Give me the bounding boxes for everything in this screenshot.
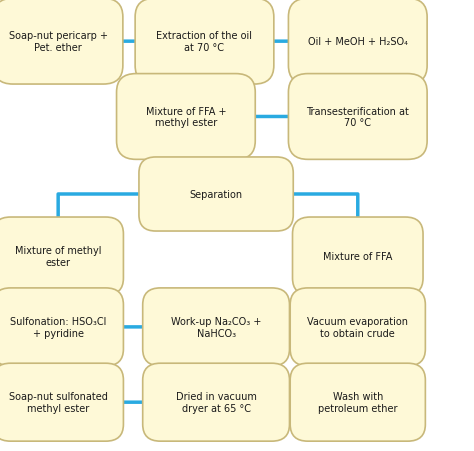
Text: Separation: Separation [190,189,243,199]
Text: Extraction of the oil
at 70 °C: Extraction of the oil at 70 °C [156,31,253,53]
Text: Transesterification at
70 °C: Transesterification at 70 °C [306,106,409,128]
Text: Mixture of methyl
ester: Mixture of methyl ester [15,246,101,267]
Text: Wash with
petroleum ether: Wash with petroleum ether [318,391,398,413]
Text: Mixture of FFA +
methyl ester: Mixture of FFA + methyl ester [146,106,226,128]
FancyBboxPatch shape [288,74,427,160]
Text: Vacuum evaporation
to obtain crude: Vacuum evaporation to obtain crude [307,317,408,338]
Text: Dried in vacuum
dryer at 65 °C: Dried in vacuum dryer at 65 °C [176,391,256,413]
FancyBboxPatch shape [143,364,290,441]
FancyBboxPatch shape [143,288,290,366]
FancyBboxPatch shape [0,364,123,441]
FancyBboxPatch shape [0,288,123,366]
Text: Work-up Na₂CO₃ +
NaHCO₃: Work-up Na₂CO₃ + NaHCO₃ [171,317,261,338]
Text: Sulfonation: HSO₃Cl
+ pyridine: Sulfonation: HSO₃Cl + pyridine [10,317,106,338]
Text: Soap-nut sulfonated
methyl ester: Soap-nut sulfonated methyl ester [9,391,108,413]
FancyBboxPatch shape [292,217,423,295]
Text: Mixture of FFA: Mixture of FFA [323,252,392,262]
FancyBboxPatch shape [0,0,123,85]
FancyBboxPatch shape [290,364,425,441]
FancyBboxPatch shape [117,74,255,160]
FancyBboxPatch shape [139,157,293,231]
FancyBboxPatch shape [0,217,123,295]
FancyBboxPatch shape [135,0,274,85]
Text: Oil + MeOH + H₂SO₄: Oil + MeOH + H₂SO₄ [308,37,408,47]
FancyBboxPatch shape [288,0,427,85]
Text: Soap-nut pericarp +
Pet. ether: Soap-nut pericarp + Pet. ether [9,31,108,53]
FancyBboxPatch shape [290,288,425,366]
